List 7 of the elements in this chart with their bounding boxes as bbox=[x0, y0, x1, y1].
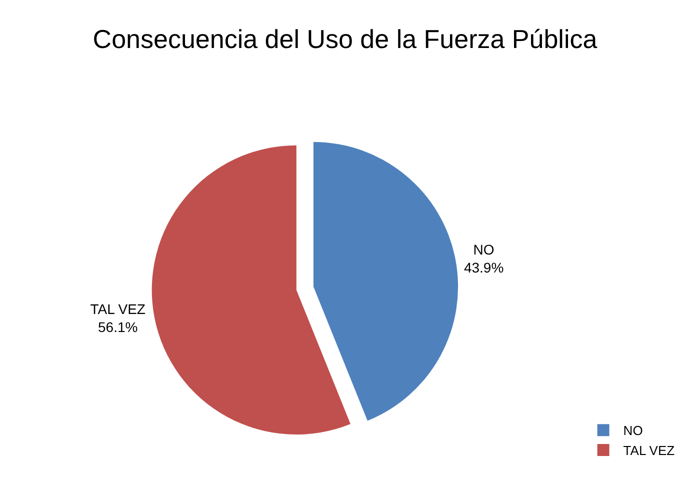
data-label: 43.9% bbox=[464, 260, 504, 276]
data-label: 56.1% bbox=[98, 319, 138, 336]
chart-title: Consecuencia del Uso de la Fuerza Pública bbox=[92, 24, 598, 54]
legend-label: NO bbox=[623, 423, 643, 438]
slice-label: TAL VEZ bbox=[90, 301, 146, 318]
slice-label: NO bbox=[473, 241, 494, 258]
legend-label: TAL VEZ bbox=[623, 443, 675, 458]
